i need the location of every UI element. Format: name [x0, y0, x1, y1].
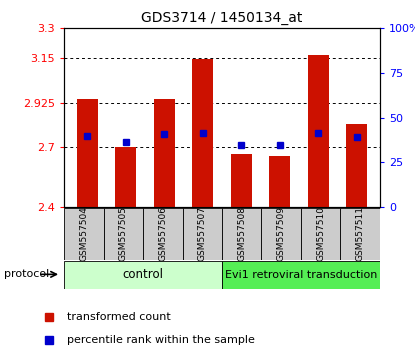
Text: GSM557508: GSM557508: [237, 206, 246, 262]
Text: GSM557507: GSM557507: [198, 206, 207, 262]
Text: GSM557506: GSM557506: [159, 206, 167, 262]
Bar: [154, 99, 175, 207]
Text: Evi1 retroviral transduction: Evi1 retroviral transduction: [225, 270, 377, 280]
Bar: [192, 59, 213, 207]
Text: GSM557509: GSM557509: [277, 206, 286, 262]
Text: GSM557511: GSM557511: [356, 206, 364, 262]
Bar: [64, 261, 222, 289]
Text: GSM557510: GSM557510: [316, 206, 325, 262]
Text: percentile rank within the sample: percentile rank within the sample: [67, 335, 255, 346]
Bar: [231, 154, 252, 207]
Bar: [340, 208, 380, 260]
Text: transformed count: transformed count: [67, 312, 171, 322]
Bar: [115, 148, 137, 207]
Bar: [222, 261, 380, 289]
Bar: [77, 99, 98, 207]
Bar: [346, 124, 367, 207]
Text: protocol: protocol: [4, 269, 49, 279]
Bar: [308, 55, 329, 207]
Bar: [143, 208, 183, 260]
Text: control: control: [123, 268, 164, 281]
Text: GSM557504: GSM557504: [80, 206, 88, 262]
Bar: [64, 208, 104, 260]
Bar: [261, 208, 301, 260]
Title: GDS3714 / 1450134_at: GDS3714 / 1450134_at: [142, 11, 303, 24]
Bar: [104, 208, 143, 260]
Bar: [222, 208, 261, 260]
Bar: [301, 208, 340, 260]
Bar: [183, 208, 222, 260]
Bar: [269, 156, 290, 207]
Text: GSM557505: GSM557505: [119, 206, 128, 262]
